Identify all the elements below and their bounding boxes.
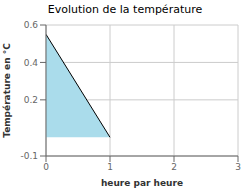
svg-text:0: 0 [43,162,49,172]
svg-text:1: 1 [107,162,113,172]
svg-text:2: 2 [171,162,177,172]
svg-text:0.2: 0.2 [24,95,38,105]
svg-text:0.4: 0.4 [24,58,39,68]
svg-text:Température en °C: Température en °C [8,43,12,138]
svg-text:0.6: 0.6 [24,20,39,30]
svg-text:heure par heure: heure par heure [101,178,183,188]
svg-text:-0.1: -0.1 [20,151,38,161]
svg-text:3: 3 [235,162,241,172]
html-text:Evolution de la température: Evolution de la température [47,3,203,16]
